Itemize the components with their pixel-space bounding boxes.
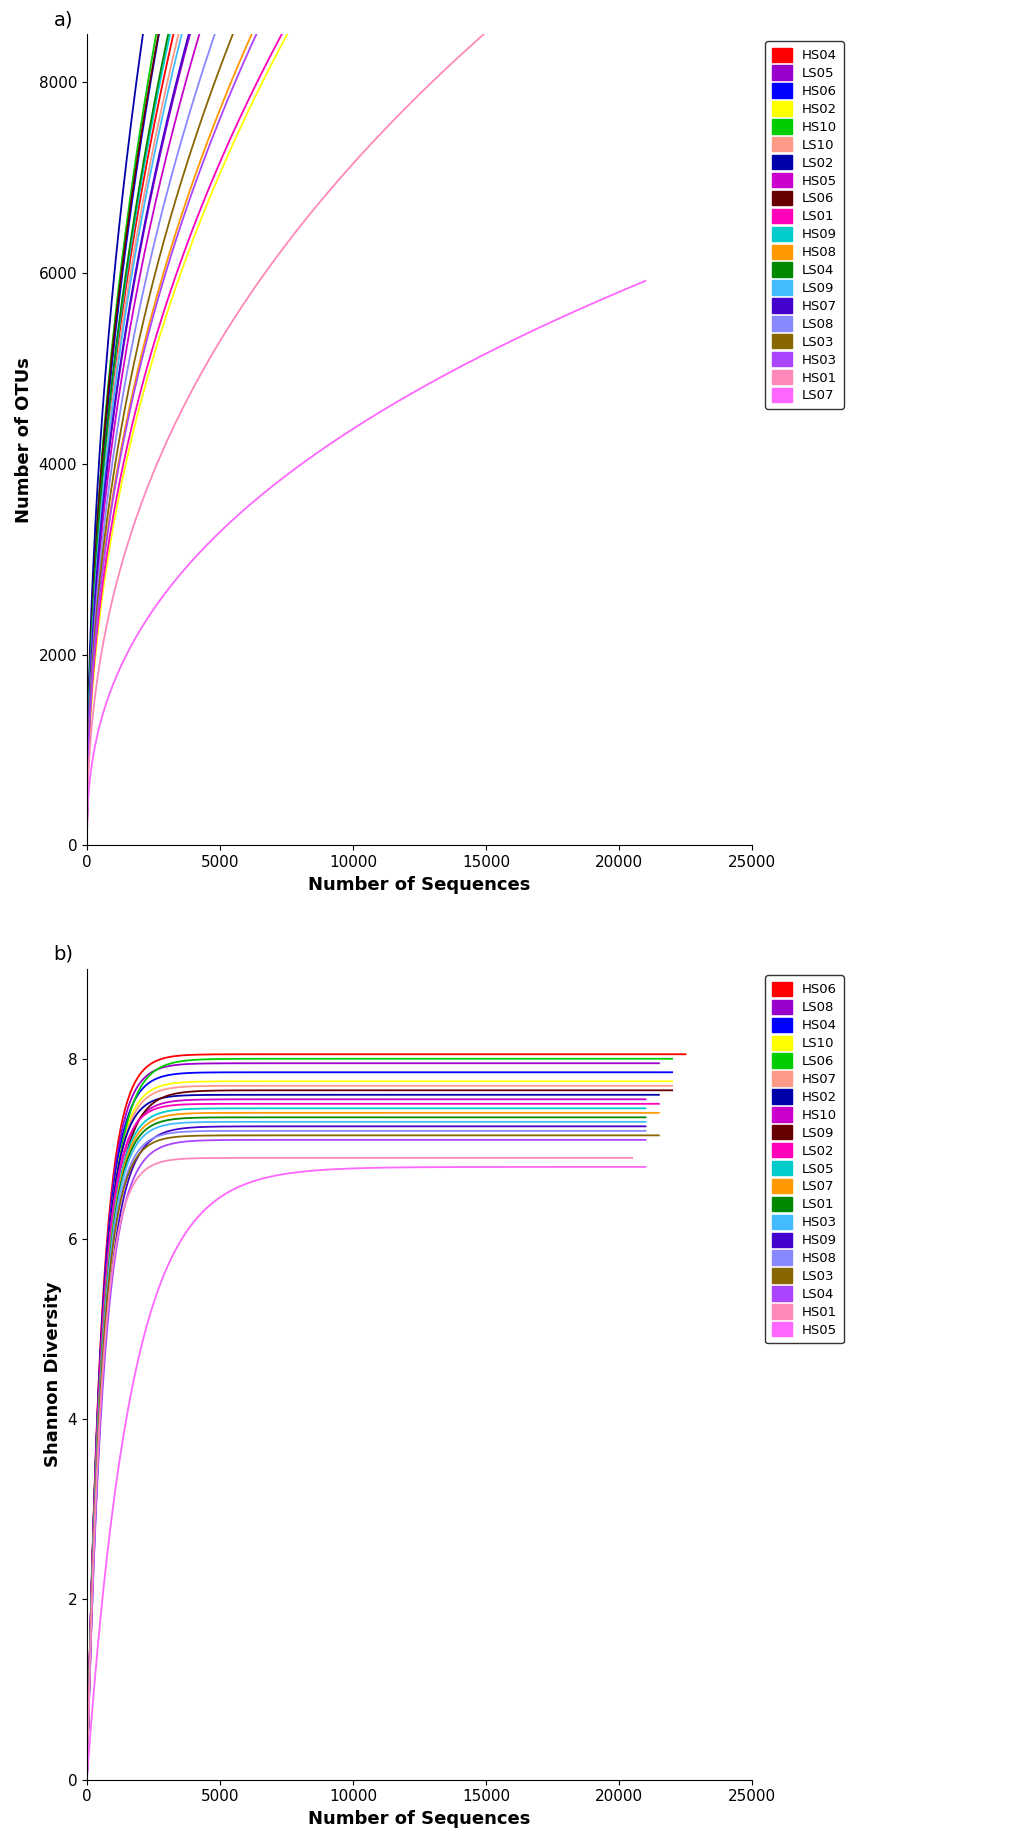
X-axis label: Number of Sequences: Number of Sequences [308,875,530,894]
Legend: HS06, LS08, HS04, LS10, LS06, HS07, HS02, HS10, LS09, LS02, LS05, LS07, LS01, HS: HS06, LS08, HS04, LS10, LS06, HS07, HS02… [765,975,844,1344]
Y-axis label: Shannon Diversity: Shannon Diversity [44,1281,61,1467]
Text: a): a) [53,9,73,29]
Legend: HS04, LS05, HS06, HS02, HS10, LS10, LS02, HS05, LS06, LS01, HS09, HS08, LS04, LS: HS04, LS05, HS06, HS02, HS10, LS10, LS02… [765,41,844,409]
Text: b): b) [53,944,74,964]
Y-axis label: Number of OTUs: Number of OTUs [15,358,33,523]
X-axis label: Number of Sequences: Number of Sequences [308,1810,530,1828]
